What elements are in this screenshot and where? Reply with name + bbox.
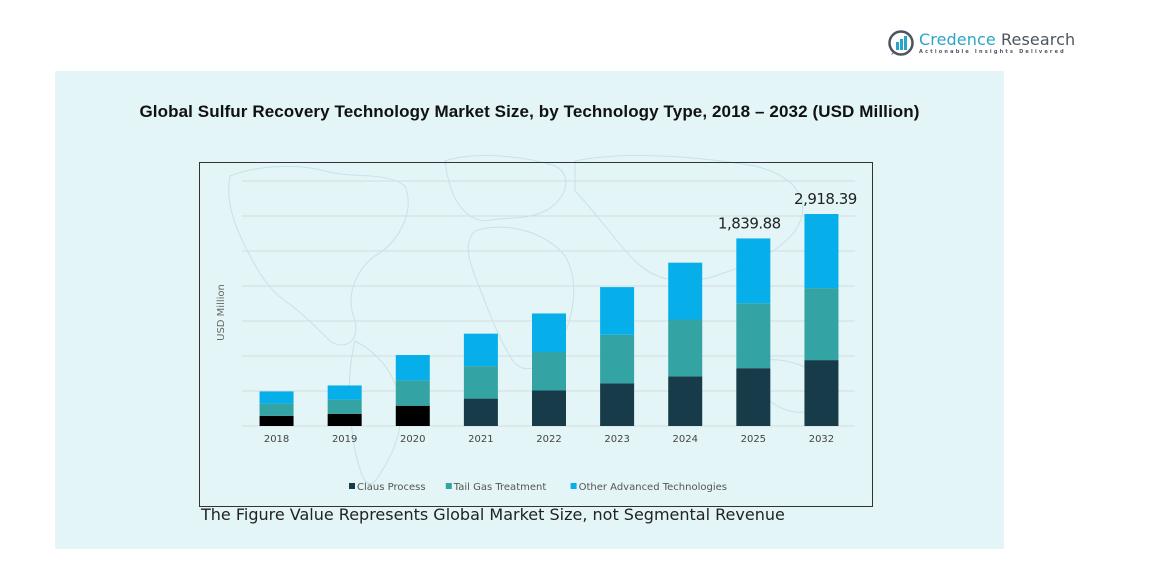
bar-segment-tail-gas-treatment-2024 [668, 319, 703, 377]
bar-segment-other-advanced-technologies-2025 [736, 238, 771, 304]
x-tick-label: 2021 [468, 434, 493, 445]
x-tick-label: 2023 [604, 434, 629, 445]
legend-swatch [570, 483, 577, 489]
stacked-bar-chart: USD Million 2018 2019 2020 2021 2022 2023 2024 2… [216, 180, 857, 493]
legend-label: Tail Gas Treatment [453, 482, 547, 493]
bar-segment-other-advanced-technologies-2019 [327, 385, 362, 400]
bar-segment-tail-gas-treatment-2023 [600, 334, 635, 384]
bar-segment-other-advanced-technologies-2022 [532, 313, 566, 352]
bar-segment-tail-gas-treatment-2022 [532, 351, 566, 391]
bar-segment-other-advanced-technologies-2024 [668, 262, 703, 320]
credence-research-logo: Credence Research Actionable Insights De… [888, 30, 1075, 56]
bar-segment-claus-process-2018 [259, 415, 294, 426]
bar-segment-tail-gas-treatment-2021 [463, 366, 498, 399]
legend-swatch [349, 483, 355, 489]
brand-tagline: Actionable Insights Delivered [919, 48, 1066, 55]
bar-segment-other-advanced-technologies-2023 [600, 287, 635, 335]
x-tick-label: 2020 [400, 434, 425, 445]
data-label-total: 2,918.39 [794, 190, 857, 208]
bar-segment-tail-gas-treatment-2025 [736, 303, 771, 369]
bar-segment-claus-process-2024 [668, 376, 703, 426]
legend-label: Claus Process [357, 482, 426, 493]
chart-panel: Global Sulfur Recovery Technology Market… [55, 71, 1004, 549]
bar-segment-tail-gas-treatment-2019 [327, 399, 362, 414]
bar-segment-claus-process-2019 [327, 413, 362, 426]
footnote: The Figure Value Represents Global Marke… [201, 505, 785, 524]
bar-segment-other-advanced-technologies-2021 [463, 333, 498, 367]
bar-segment-tail-gas-treatment-2032 [804, 288, 839, 361]
x-tick-label: 2019 [332, 434, 357, 445]
bar-segment-tail-gas-treatment-2020 [395, 380, 430, 406]
y-axis-label: USD Million [216, 284, 227, 341]
bar-segment-other-advanced-technologies-2020 [395, 355, 430, 381]
bar-segment-other-advanced-technologies-2032 [804, 214, 839, 289]
bar-segment-claus-process-2022 [532, 390, 566, 426]
brand-name-credence: Credence [919, 29, 996, 49]
logo-chart-icon [888, 30, 914, 56]
brand-name-research: Research [995, 29, 1076, 49]
data-label-total: 1,839.88 [718, 214, 781, 232]
x-tick-label: 2025 [741, 434, 766, 445]
x-tick-label: 2022 [536, 434, 561, 445]
bar-segment-claus-process-2021 [463, 398, 498, 426]
x-tick-label: 2032 [809, 434, 834, 445]
bar-segment-tail-gas-treatment-2018 [259, 403, 294, 416]
bar-segment-claus-process-2032 [804, 360, 839, 426]
bar-segment-claus-process-2023 [600, 383, 635, 426]
legend-label: Other Advanced Technologies [579, 482, 727, 493]
legend-swatch [445, 483, 452, 489]
x-tick-label: 2024 [672, 434, 697, 445]
bar-segment-claus-process-2020 [395, 405, 430, 426]
bar-segment-other-advanced-technologies-2018 [259, 391, 294, 404]
brand-name: Credence Research [919, 29, 1076, 49]
bar-segment-claus-process-2025 [736, 368, 771, 426]
chart-frame: USD Million 2018 2019 2020 2021 2022 2023 2024 2… [199, 162, 873, 507]
chart-title: Global Sulfur Recovery Technology Market… [139, 102, 920, 121]
x-tick-label: 2018 [264, 434, 289, 445]
